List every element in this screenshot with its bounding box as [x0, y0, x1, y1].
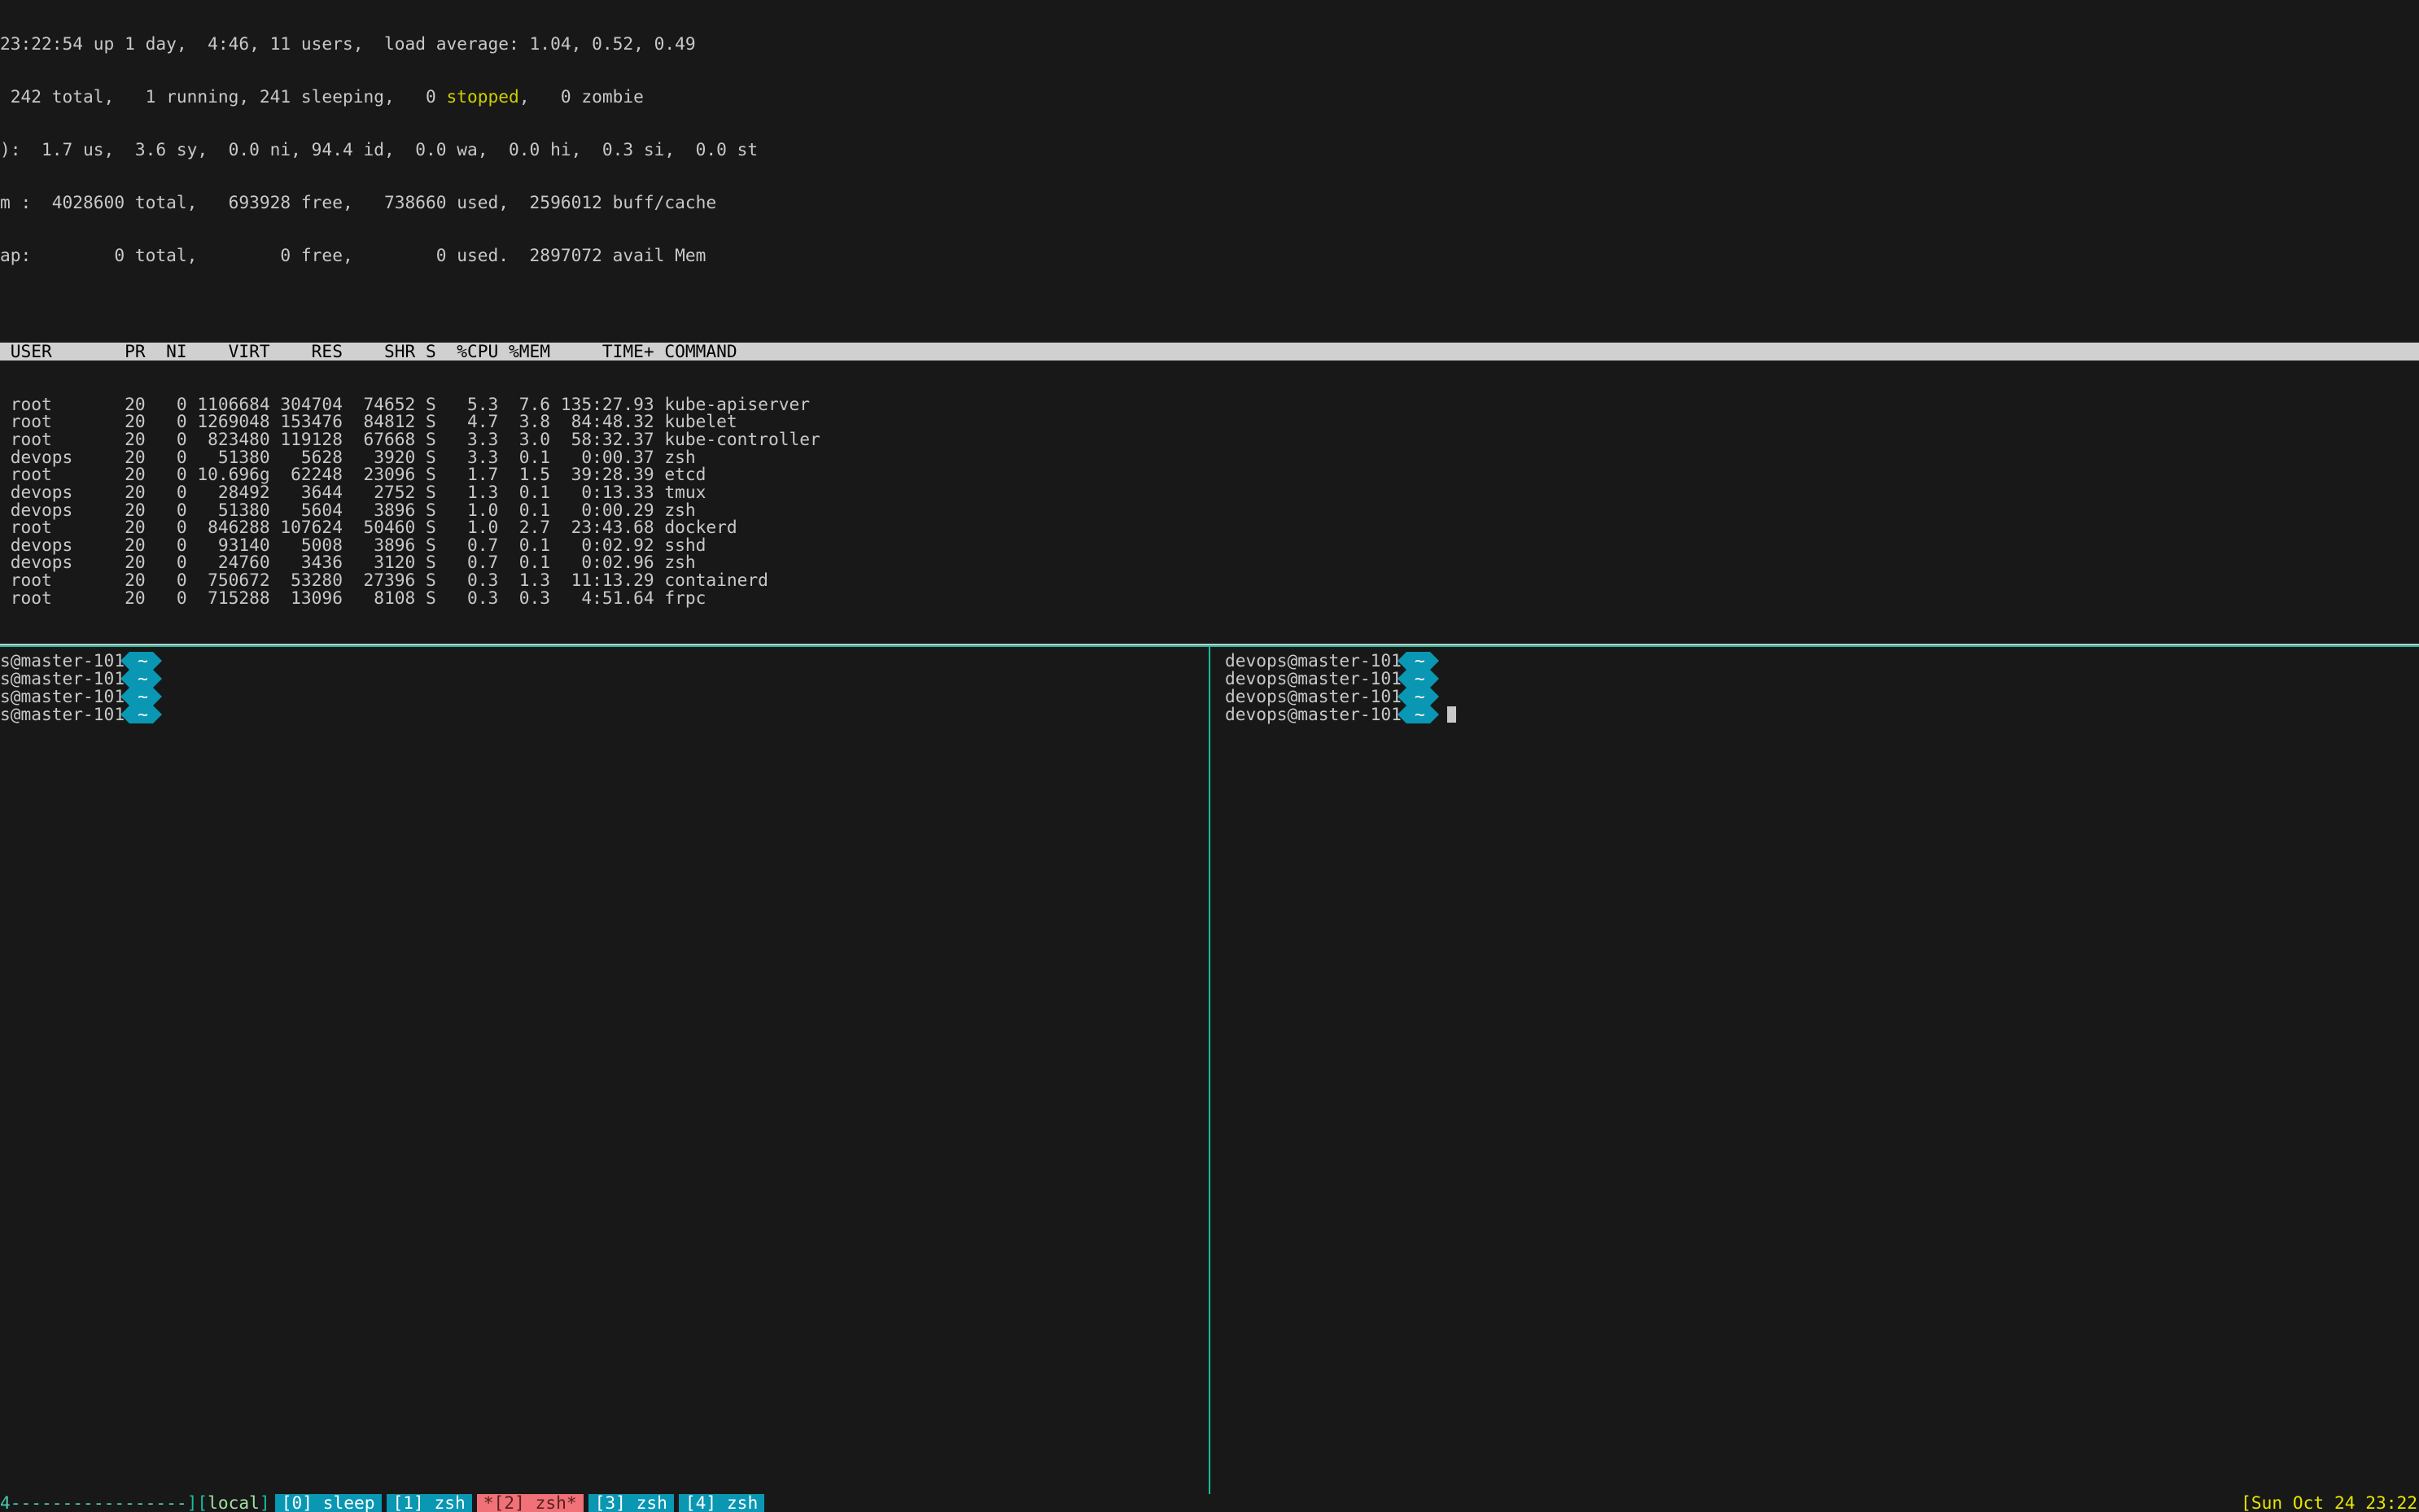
status-window[interactable]: [4] zsh — [679, 1494, 764, 1512]
shell-prompt[interactable]: s@master-101~ — [0, 652, 1209, 670]
shell-prompt[interactable]: s@master-101~ — [0, 670, 1209, 688]
tasks-line: 242 total, 1 running, 241 sleeping, 0 st… — [0, 88, 2419, 106]
status-window[interactable]: [0] sleep — [275, 1494, 382, 1512]
prompt-host: devops@master-101 — [1225, 652, 1402, 670]
tasks-prefix: 242 total, 1 running, 241 sleeping, 0 — [0, 86, 447, 107]
shell-prompt[interactable]: s@master-101~ — [0, 688, 1209, 706]
status-window-list: [0] sleep [1] zsh *[2] zsh*[3] zsh [4] zsh — [270, 1494, 765, 1512]
shell-prompt[interactable]: s@master-101~ — [0, 706, 1209, 723]
status-window[interactable]: *[2] zsh* — [477, 1494, 584, 1512]
bottom-split: s@master-101~s@master-101~s@master-101~s… — [0, 647, 2419, 1495]
stopped-word: stopped — [447, 86, 519, 107]
terminal-screen: 23:22:54 up 1 day, 4:46, 11 users, load … — [0, 0, 2419, 1512]
prompt-path-segment: ~ — [129, 652, 162, 670]
shell-prompt[interactable]: devops@master-101~ — [1225, 706, 2419, 723]
prompt-path-segment: ~ — [1406, 706, 1439, 723]
prompt-path-segment: ~ — [1406, 652, 1439, 670]
top-pane: 23:22:54 up 1 day, 4:46, 11 users, load … — [0, 0, 2419, 644]
process-row: root 20 0 715288 13096 8108 S 0.3 0.3 4:… — [0, 589, 2419, 607]
status-session-num: 4 — [0, 1494, 11, 1512]
process-row: devops 20 0 51380 5604 3896 S 1.0 0.1 0:… — [0, 501, 2419, 519]
process-row: devops 20 0 24760 3436 3120 S 0.7 0.1 0:… — [0, 553, 2419, 571]
process-row: root 20 0 1106684 304704 74652 S 5.3 7.6… — [0, 395, 2419, 413]
prompt-host: devops@master-101 — [1225, 688, 1402, 706]
prompt-host: s@master-101 — [0, 670, 125, 688]
process-column-header: USER PR NI VIRT RES SHR S %CPU %MEM TIME… — [0, 343, 2419, 361]
process-row: devops 20 0 51380 5628 3920 S 3.3 0.1 0:… — [0, 448, 2419, 466]
mem-line: m : 4028600 total, 693928 free, 738660 u… — [0, 194, 2419, 212]
cpu-line: ): 1.7 us, 3.6 sy, 0.0 ni, 94.4 id, 0.0 … — [0, 141, 2419, 159]
tmux-status-bar: 4-----------------][local] [0] sleep [1] … — [0, 1494, 2419, 1512]
status-local: local — [208, 1494, 260, 1512]
process-row: root 20 0 10.696g 62248 23096 S 1.7 1.5 … — [0, 465, 2419, 483]
process-row: root 20 0 1269048 153476 84812 S 4.7 3.8… — [0, 413, 2419, 430]
pane-right[interactable]: devops@master-101~devops@master-101~devo… — [1210, 647, 2419, 1495]
shell-prompt[interactable]: devops@master-101~ — [1225, 652, 2419, 670]
prompt-path-segment: ~ — [1406, 670, 1439, 688]
process-row: devops 20 0 93140 5008 3896 S 0.7 0.1 0:… — [0, 536, 2419, 554]
prompt-path-segment: ~ — [1406, 688, 1439, 706]
status-window[interactable]: [3] zsh — [588, 1494, 674, 1512]
process-row: root 20 0 823480 119128 67668 S 3.3 3.0 … — [0, 430, 2419, 448]
prompt-host: devops@master-101 — [1225, 706, 1402, 723]
process-row: root 20 0 750672 53280 27396 S 0.3 1.3 1… — [0, 571, 2419, 589]
process-row: root 20 0 846288 107624 50460 S 1.0 2.7 … — [0, 518, 2419, 536]
status-close-bracket: ] — [260, 1494, 270, 1512]
prompt-path-segment: ~ — [129, 670, 162, 688]
status-clock: [Sun Oct 24 23:22 — [2241, 1494, 2419, 1512]
prompt-host: devops@master-101 — [1225, 670, 1402, 688]
process-row: devops 20 0 28492 3644 2752 S 1.3 0.1 0:… — [0, 483, 2419, 501]
status-window[interactable]: [1] zsh — [387, 1494, 472, 1512]
swap-line: ap: 0 total, 0 free, 0 used. 2897072 ava… — [0, 247, 2419, 264]
status-dashes: ----------------- — [11, 1494, 187, 1512]
process-list: root 20 0 1106684 304704 74652 S 5.3 7.6… — [0, 395, 2419, 607]
pane-left[interactable]: s@master-101~s@master-101~s@master-101~s… — [0, 647, 1209, 1495]
prompt-path-segment: ~ — [129, 688, 162, 706]
prompt-host: s@master-101 — [0, 652, 125, 670]
uptime-line: 23:22:54 up 1 day, 4:46, 11 users, load … — [0, 35, 2419, 53]
prompt-host: s@master-101 — [0, 706, 125, 723]
prompt-path-segment: ~ — [129, 706, 162, 723]
status-open-bracket: ][ — [187, 1494, 208, 1512]
tasks-suffix: , 0 zombie — [519, 86, 644, 107]
shell-prompt[interactable]: devops@master-101~ — [1225, 670, 2419, 688]
shell-prompt[interactable]: devops@master-101~ — [1225, 688, 2419, 706]
prompt-host: s@master-101 — [0, 688, 125, 706]
cursor — [1447, 706, 1456, 723]
